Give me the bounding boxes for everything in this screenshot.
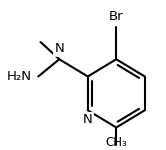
Text: N: N xyxy=(83,114,93,127)
Text: Br: Br xyxy=(109,10,124,23)
Text: H₂N: H₂N xyxy=(6,70,32,83)
Text: N: N xyxy=(83,113,93,126)
Text: N: N xyxy=(54,42,64,56)
Text: N: N xyxy=(54,42,64,56)
Text: CH₃: CH₃ xyxy=(105,135,127,148)
